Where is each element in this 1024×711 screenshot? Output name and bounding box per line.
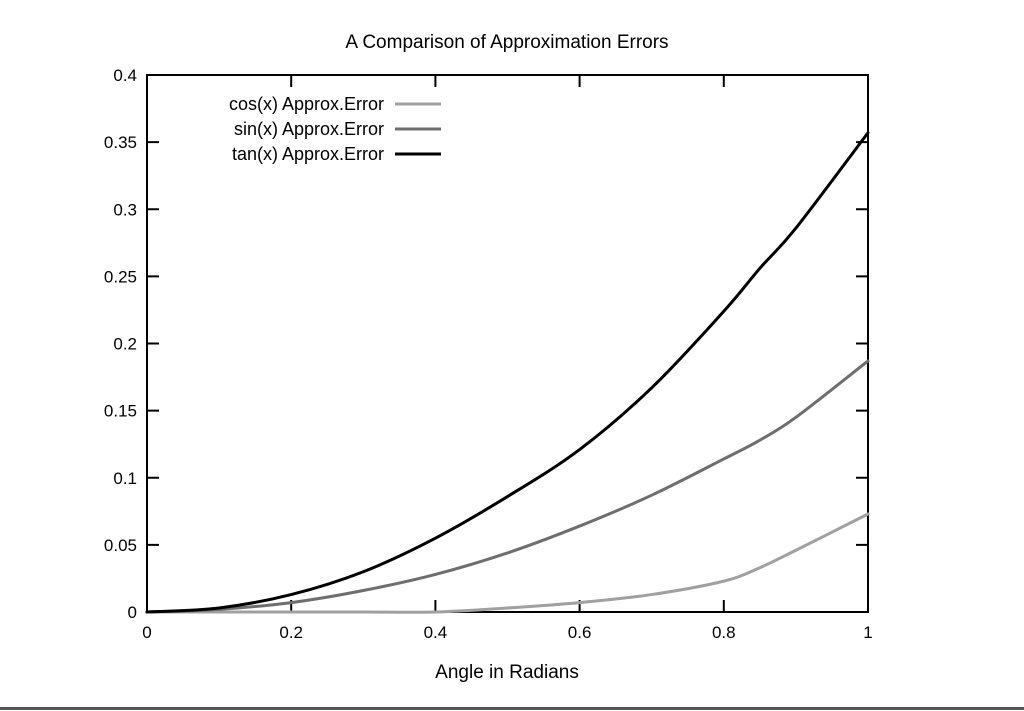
- legend-label: cos(x) Approx.Error: [229, 94, 384, 114]
- y-tick-label: 0.35: [104, 133, 137, 152]
- y-tick-label: 0.15: [104, 402, 137, 421]
- bottom-divider: [0, 707, 1024, 710]
- y-tick-label: 0.05: [104, 536, 137, 555]
- legend-label: tan(x) Approx.Error: [232, 144, 384, 164]
- x-tick-label: 0.8: [712, 623, 736, 642]
- x-tick-label: 0.2: [279, 623, 303, 642]
- x-axis-label: Angle in Radians: [435, 662, 579, 683]
- x-tick-label: 0: [142, 623, 151, 642]
- legend: cos(x) Approx.Error sin(x) Approx.Error ta…: [229, 94, 441, 164]
- legend-item: sin(x) Approx.Error: [234, 119, 441, 139]
- legend-item: cos(x) Approx.Error: [229, 94, 441, 114]
- y-tick-label: 0.2: [113, 335, 137, 354]
- y-axis: 0 0.05 0.1 0.15 0.2 0.25 0.3 0.35 0.4: [104, 66, 868, 622]
- x-tick-label: 0.6: [568, 623, 592, 642]
- y-tick-label: 0.25: [104, 267, 137, 286]
- y-tick-label: 0: [128, 603, 137, 622]
- x-tick-label: 0.4: [424, 623, 448, 642]
- series-lines: [145, 131, 870, 614]
- legend-item: tan(x) Approx.Error: [232, 144, 441, 164]
- chart-title: A Comparison of Approximation Errors: [345, 32, 668, 53]
- series-line-1: [145, 512, 870, 614]
- series-line-2: [145, 359, 870, 614]
- x-axis: 0 0.2 0.4 0.6 0.8 1: [142, 75, 873, 642]
- legend-label: sin(x) Approx.Error: [234, 119, 384, 139]
- y-tick-label: 0.4: [113, 66, 137, 85]
- series-line-3: [145, 131, 870, 614]
- y-tick-label: 0.3: [113, 200, 137, 219]
- x-tick-label: 1: [863, 623, 872, 642]
- y-tick-label: 0.1: [113, 469, 137, 488]
